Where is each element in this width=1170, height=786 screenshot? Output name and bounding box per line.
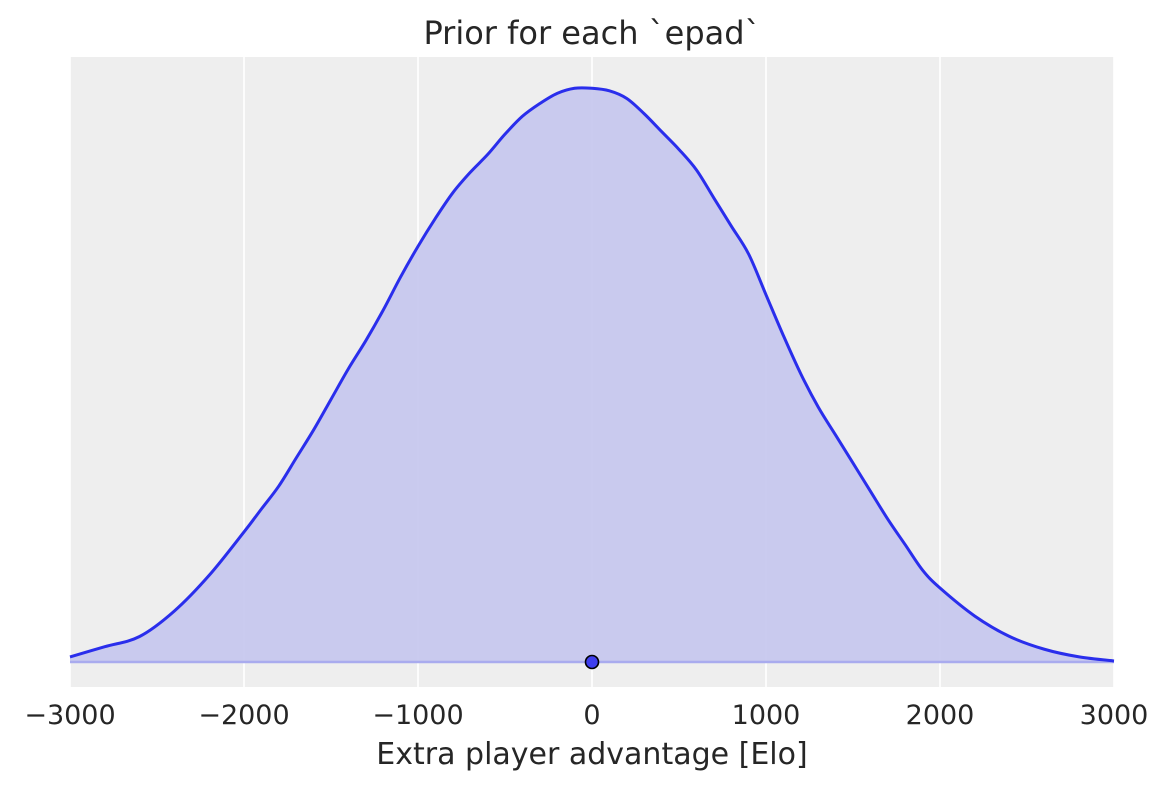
x-tick-label: −2000 [198, 700, 289, 731]
x-tick-label: 2000 [906, 700, 975, 731]
x-tick-label: 0 [583, 700, 600, 731]
density-line [69, 86, 1115, 663]
density-fill-area [70, 87, 1114, 662]
point-markers [584, 654, 600, 670]
x-axis-label: Extra player advantage [Elo] [376, 737, 807, 772]
chart-title: Prior for each `epad` [423, 14, 760, 52]
x-tick-labels: −3000 −2000 −1000 0 1000 2000 3000 [24, 700, 1148, 731]
x-tick-label: 1000 [732, 700, 801, 731]
mean-point-marker [584, 654, 600, 670]
x-tick-label: −1000 [372, 700, 463, 731]
x-tick-label: −3000 [24, 700, 115, 731]
x-tick-label: 3000 [1080, 700, 1149, 731]
